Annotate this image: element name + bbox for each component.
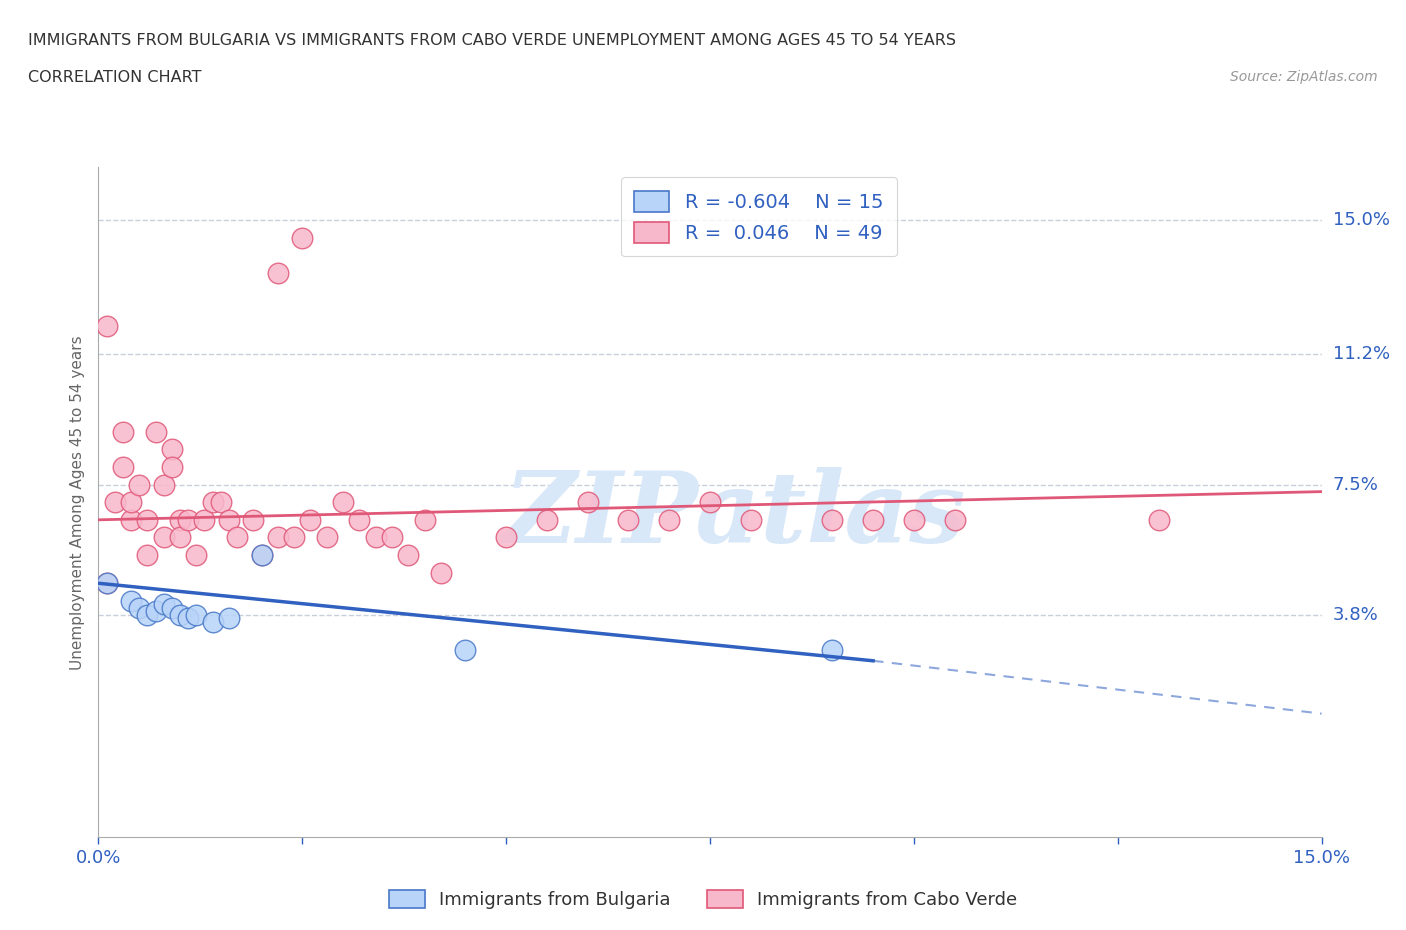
Point [104, 495, 127, 510]
Point [186, 607, 208, 622]
Point [120, 495, 142, 510]
Point [381, 530, 404, 545]
Point [218, 512, 240, 527]
Point [299, 512, 322, 527]
Point [160, 601, 183, 616]
Point [315, 530, 337, 545]
Point [128, 601, 150, 616]
Point [364, 530, 387, 545]
Point [169, 607, 191, 622]
Point [536, 512, 558, 527]
Point [658, 512, 681, 527]
Point [136, 512, 159, 527]
Point [201, 495, 224, 510]
Point [218, 611, 240, 626]
Text: IMMIGRANTS FROM BULGARIA VS IMMIGRANTS FROM CABO VERDE UNEMPLOYMENT AMONG AGES 4: IMMIGRANTS FROM BULGARIA VS IMMIGRANTS F… [28, 33, 956, 47]
Text: 11.2%: 11.2% [1333, 345, 1391, 364]
Point [120, 512, 142, 527]
Text: 7.5%: 7.5% [1333, 475, 1379, 494]
Point [291, 231, 314, 246]
Point [209, 495, 232, 510]
Point [145, 604, 167, 618]
Y-axis label: Unemployment Among Ages 45 to 54 years: Unemployment Among Ages 45 to 54 years [69, 335, 84, 670]
Point [96, 319, 118, 334]
Point [349, 512, 371, 527]
Point [943, 512, 966, 527]
Point [740, 512, 762, 527]
Point [283, 530, 305, 545]
Point [250, 548, 273, 563]
Point [152, 477, 174, 492]
Text: 3.8%: 3.8% [1333, 606, 1378, 624]
Point [617, 512, 640, 527]
Text: CORRELATION CHART: CORRELATION CHART [28, 70, 201, 85]
Point [96, 576, 118, 591]
Point [136, 607, 159, 622]
Text: Source: ZipAtlas.com: Source: ZipAtlas.com [1230, 70, 1378, 84]
Point [903, 512, 925, 527]
Point [413, 512, 436, 527]
Point [160, 459, 183, 474]
Point [699, 495, 721, 510]
Point [152, 530, 174, 545]
Point [495, 530, 517, 545]
Point [430, 565, 453, 580]
Point [226, 530, 249, 545]
Point [267, 266, 290, 281]
Text: 15.0%: 15.0% [1333, 211, 1389, 230]
Point [177, 512, 200, 527]
Legend: R = -0.604    N = 15, R =  0.046    N = 49: R = -0.604 N = 15, R = 0.046 N = 49 [621, 177, 897, 257]
Point [250, 548, 273, 563]
Point [177, 611, 200, 626]
Point [160, 442, 183, 457]
Point [821, 643, 844, 658]
Point [242, 512, 264, 527]
Point [193, 512, 215, 527]
Point [136, 548, 159, 563]
Point [396, 548, 419, 563]
Point [111, 424, 134, 439]
Point [201, 615, 224, 630]
Point [145, 424, 167, 439]
Point [111, 459, 134, 474]
Point [267, 530, 290, 545]
Point [332, 495, 354, 510]
Point [120, 593, 142, 608]
Point [96, 576, 118, 591]
Point [169, 530, 191, 545]
Legend: Immigrants from Bulgaria, Immigrants from Cabo Verde: Immigrants from Bulgaria, Immigrants fro… [381, 883, 1025, 916]
Point [128, 477, 150, 492]
Point [862, 512, 884, 527]
Point [169, 512, 191, 527]
Point [152, 597, 174, 612]
Point [186, 548, 208, 563]
Point [1147, 512, 1170, 527]
Point [576, 495, 599, 510]
Point [454, 643, 477, 658]
Text: ZIPatlas: ZIPatlas [503, 468, 966, 564]
Point [821, 512, 844, 527]
